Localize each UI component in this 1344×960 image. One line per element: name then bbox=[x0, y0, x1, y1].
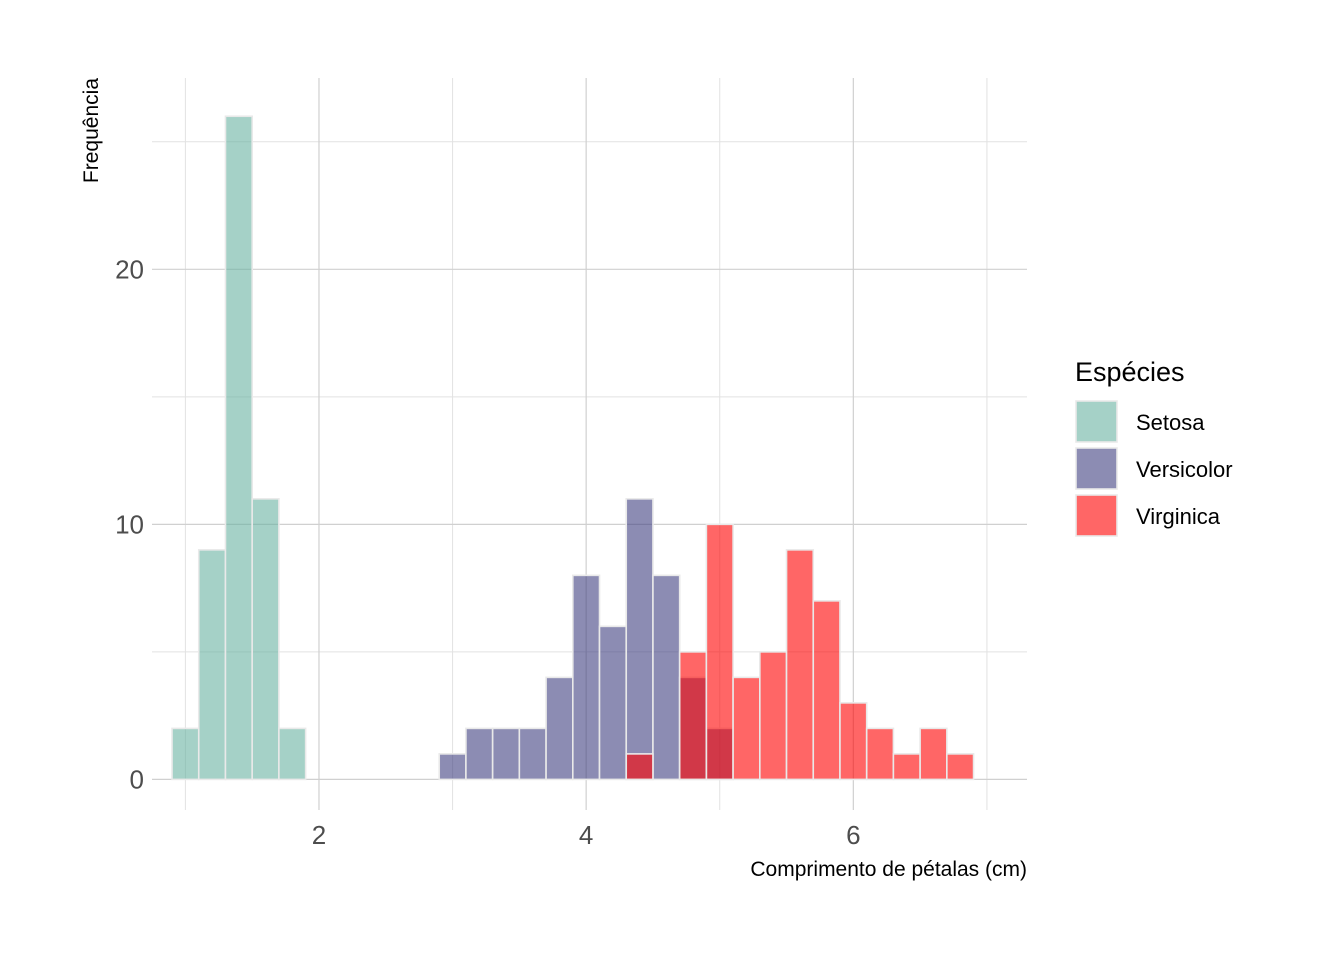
bar-virginica bbox=[785, 549, 815, 781]
bar-versicolor bbox=[598, 625, 628, 781]
series-setosa bbox=[171, 115, 307, 781]
bar-virginica bbox=[865, 727, 895, 781]
bar-setosa bbox=[171, 727, 200, 781]
bar-virginica bbox=[705, 523, 734, 781]
y-tick-label: 0 bbox=[130, 764, 144, 794]
legend-title: Espécies bbox=[1075, 357, 1185, 387]
bars bbox=[171, 115, 975, 781]
bar-versicolor bbox=[652, 574, 681, 781]
legend-label: Virginica bbox=[1136, 504, 1221, 529]
y-tick-label: 10 bbox=[115, 509, 144, 539]
legend-label: Setosa bbox=[1136, 410, 1205, 435]
bar-virginica bbox=[839, 702, 868, 781]
series-virginica bbox=[625, 523, 975, 781]
legend-swatch bbox=[1075, 400, 1118, 443]
x-axis-title: Comprimento de pétalas (cm) bbox=[750, 858, 1027, 881]
axis-ticks: 2 4 6 0 10 20 bbox=[115, 254, 860, 850]
bar-virginica bbox=[919, 727, 948, 781]
bar-virginica bbox=[946, 753, 975, 781]
bar-setosa bbox=[224, 115, 253, 781]
bar-setosa bbox=[251, 498, 280, 781]
x-tick-label: 2 bbox=[312, 820, 326, 850]
bar-virginica bbox=[892, 753, 921, 781]
bar-versicolor bbox=[625, 498, 654, 781]
legend-item-versicolor: Versicolor bbox=[1075, 447, 1233, 490]
legend-swatch bbox=[1075, 494, 1118, 537]
bar-versicolor bbox=[491, 727, 521, 781]
x-tick-label: 4 bbox=[579, 820, 593, 850]
bar-setosa bbox=[278, 727, 307, 781]
bar-virginica bbox=[759, 651, 788, 781]
bar-virginica bbox=[732, 676, 761, 781]
bar-versicolor bbox=[465, 727, 494, 781]
legend-label: Versicolor bbox=[1136, 457, 1233, 482]
bar-virginica bbox=[812, 600, 841, 781]
legend-swatch bbox=[1075, 447, 1118, 490]
y-axis-title: Frequência bbox=[80, 78, 103, 183]
bar-versicolor bbox=[572, 574, 601, 781]
bar-virginica bbox=[625, 753, 654, 781]
legend: Espécies Setosa Versicolor Virginica bbox=[1075, 357, 1233, 537]
bar-versicolor bbox=[545, 676, 574, 781]
legend-item-virginica: Virginica bbox=[1075, 494, 1221, 537]
bar-virginica bbox=[678, 651, 708, 781]
bar-versicolor bbox=[438, 753, 467, 781]
y-tick-label: 20 bbox=[115, 254, 144, 284]
legend-item-setosa: Setosa bbox=[1075, 400, 1205, 443]
x-tick-label: 6 bbox=[846, 820, 860, 850]
bar-versicolor bbox=[518, 727, 547, 781]
bar-setosa bbox=[197, 549, 227, 781]
